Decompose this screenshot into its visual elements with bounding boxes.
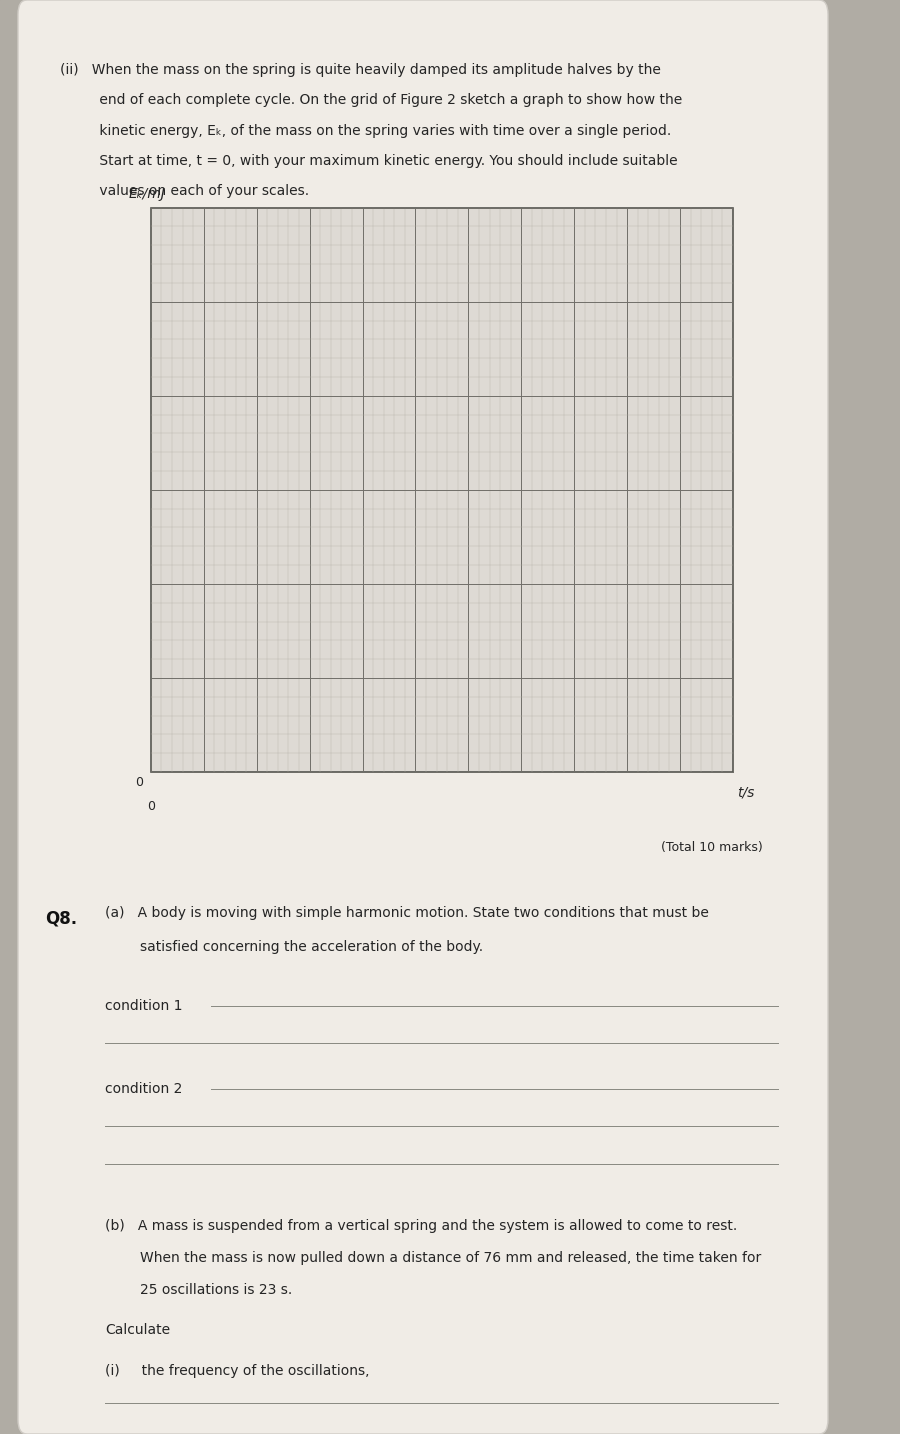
Text: 0: 0 [147,800,155,813]
Text: Q8.: Q8. [45,909,77,928]
Text: 0: 0 [135,776,143,789]
Text: kinetic energy, Eₖ, of the mass on the spring varies with time over a single per: kinetic energy, Eₖ, of the mass on the s… [60,123,671,138]
Text: When the mass is now pulled down a distance of 76 mm and released, the time take: When the mass is now pulled down a dista… [105,1250,761,1265]
Text: 25 oscillations is 23 s.: 25 oscillations is 23 s. [105,1283,292,1296]
FancyBboxPatch shape [18,0,828,1434]
Text: Start at time, t = 0, with your maximum kinetic energy. You should include suita: Start at time, t = 0, with your maximum … [60,153,678,168]
Text: (Total 10 marks): (Total 10 marks) [662,840,763,853]
Text: condition 1: condition 1 [105,999,183,1014]
Text: (i)     the frequency of the oscillations,: (i) the frequency of the oscillations, [105,1364,370,1378]
Text: satisfied concerning the acceleration of the body.: satisfied concerning the acceleration of… [105,941,483,954]
Text: Calculate: Calculate [105,1322,171,1336]
Text: Eₖ/mJ: Eₖ/mJ [128,186,165,201]
Text: condition 2: condition 2 [105,1081,183,1096]
Text: (b)   A mass is suspended from a vertical spring and the system is allowed to co: (b) A mass is suspended from a vertical … [105,1219,738,1233]
Text: values on each of your scales.: values on each of your scales. [60,184,310,198]
Text: (ii)   When the mass on the spring is quite heavily damped its amplitude halves : (ii) When the mass on the spring is quit… [60,63,661,77]
Text: (a)   A body is moving with simple harmonic motion. State two conditions that mu: (a) A body is moving with simple harmoni… [105,906,709,919]
Text: end of each complete cycle. On the grid of Figure 2 sketch a graph to show how t: end of each complete cycle. On the grid … [60,93,682,108]
Bar [151,208,733,771]
Text: t/s: t/s [737,786,754,800]
